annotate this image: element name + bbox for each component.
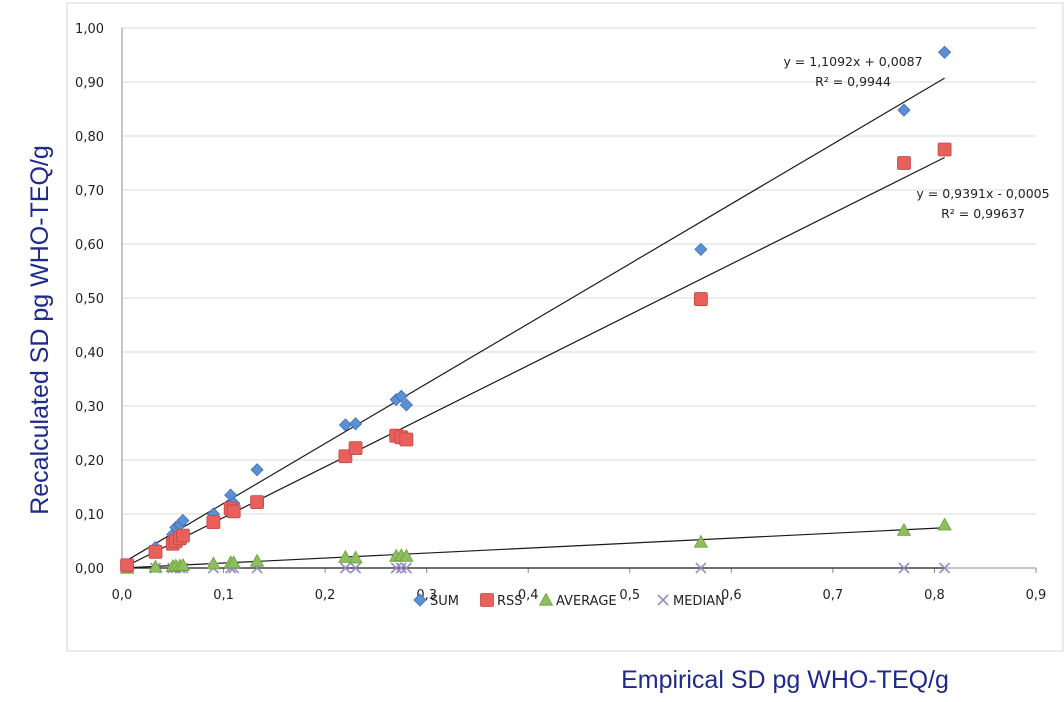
rss-point — [226, 504, 241, 519]
rss-point — [693, 292, 708, 306]
y-tick-label: 0,00 — [75, 562, 104, 577]
y-tick-label: 0,70 — [75, 184, 104, 199]
rss-point — [176, 528, 190, 543]
x-tick-label: 0,5 — [619, 588, 640, 603]
y-tick-label: 0,50 — [75, 292, 104, 307]
y-tick-label: 0,80 — [75, 130, 104, 145]
sum-point — [897, 103, 911, 117]
legend: SUM RSS AVERAGE MEDIAN — [413, 592, 725, 609]
median-point — [350, 562, 362, 574]
average-legend-marker — [538, 592, 554, 606]
x-tick-label: 0,0 — [112, 588, 133, 603]
sum-point — [394, 389, 408, 403]
average-point — [249, 553, 265, 567]
average-trendline — [127, 527, 945, 569]
sum-point — [250, 463, 264, 477]
median-legend-label: MEDIAN — [673, 594, 725, 609]
average-point — [148, 559, 163, 573]
chart-frame — [66, 2, 1064, 652]
sum-legend-marker — [413, 593, 427, 607]
sum-point — [399, 398, 413, 412]
x-tick-label: 0,6 — [721, 588, 742, 603]
x-tick-label: 0,1 — [213, 588, 234, 603]
sum-trendline-equation: y = 1,1092x + 0,0087 — [783, 54, 922, 69]
median-legend-marker — [657, 594, 669, 606]
y-tick-label: 0,40 — [75, 346, 104, 361]
average-point — [937, 517, 952, 531]
sum-trendline-r2: R² = 0,9944 — [815, 74, 891, 89]
median-point — [898, 562, 910, 574]
average-legend-label: AVERAGE — [556, 594, 617, 609]
median-point — [939, 562, 951, 574]
average-point — [175, 557, 191, 571]
rss-point — [250, 495, 264, 510]
average-point — [206, 556, 221, 570]
sum-trendline — [126, 77, 945, 561]
x-tick-label: 0,9 — [1026, 588, 1047, 603]
rss-point — [338, 449, 353, 464]
gridlines — [122, 27, 1036, 515]
rss-trendline-equation: y = 0,9391x - 0,0005 — [916, 186, 1049, 201]
y-tick-label: 0,10 — [75, 508, 104, 523]
x-tick-label: 0,4 — [518, 588, 539, 603]
average-point — [399, 548, 414, 562]
y-tick-label: 0,60 — [75, 238, 104, 253]
median-point — [395, 562, 407, 574]
rss-point — [399, 432, 414, 447]
sum-legend-label: SUM — [430, 594, 459, 609]
rss-point — [120, 558, 134, 573]
sum-point — [338, 418, 352, 432]
y-tick-label: 0,20 — [75, 454, 104, 469]
median-point — [390, 562, 402, 574]
average-point — [693, 534, 709, 548]
sum-point — [349, 417, 363, 431]
rss-legend-marker — [480, 593, 494, 607]
rss-trendline-r2: R² = 0,99637 — [941, 206, 1025, 221]
y-axis-title: Recalculated SD pg WHO-TEQ/g — [26, 145, 54, 515]
rss-point — [937, 142, 952, 157]
y-tick-label: 1,00 — [75, 22, 104, 37]
median-point — [400, 562, 412, 574]
sum-point — [938, 45, 952, 59]
average-point — [896, 522, 912, 536]
average-point — [338, 549, 353, 563]
x-tick-label: 0,7 — [823, 588, 844, 603]
average-point — [348, 550, 363, 564]
y-tick-label: 0,30 — [75, 400, 104, 415]
average-point — [226, 555, 241, 569]
x-axis-title: Empirical SD pg WHO-TEQ/g — [621, 666, 949, 694]
y-tick-label: 0,90 — [75, 76, 104, 91]
sum-point — [694, 242, 708, 256]
rss-point — [348, 441, 363, 456]
data-points — [119, 45, 952, 574]
rss-point — [206, 515, 221, 529]
x-tick-label: 0,8 — [924, 588, 945, 603]
sum-point — [176, 513, 190, 528]
rss-point — [897, 156, 911, 170]
median-point — [339, 562, 351, 574]
rss-point — [148, 544, 163, 559]
x-tick-label: 0,2 — [315, 588, 336, 603]
rss-legend-label: RSS — [497, 594, 523, 609]
median-point — [695, 562, 707, 574]
